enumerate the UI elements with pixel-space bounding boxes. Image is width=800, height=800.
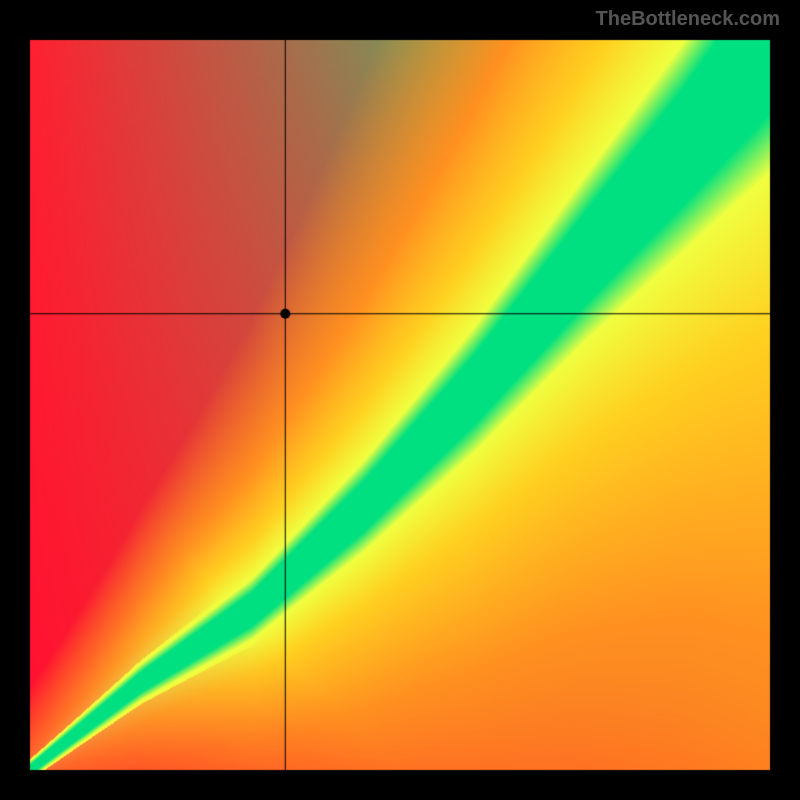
watermark-text: TheBottleneck.com	[596, 8, 780, 31]
chart-container: TheBottleneck.com	[0, 0, 800, 800]
heatmap-canvas	[0, 0, 800, 800]
